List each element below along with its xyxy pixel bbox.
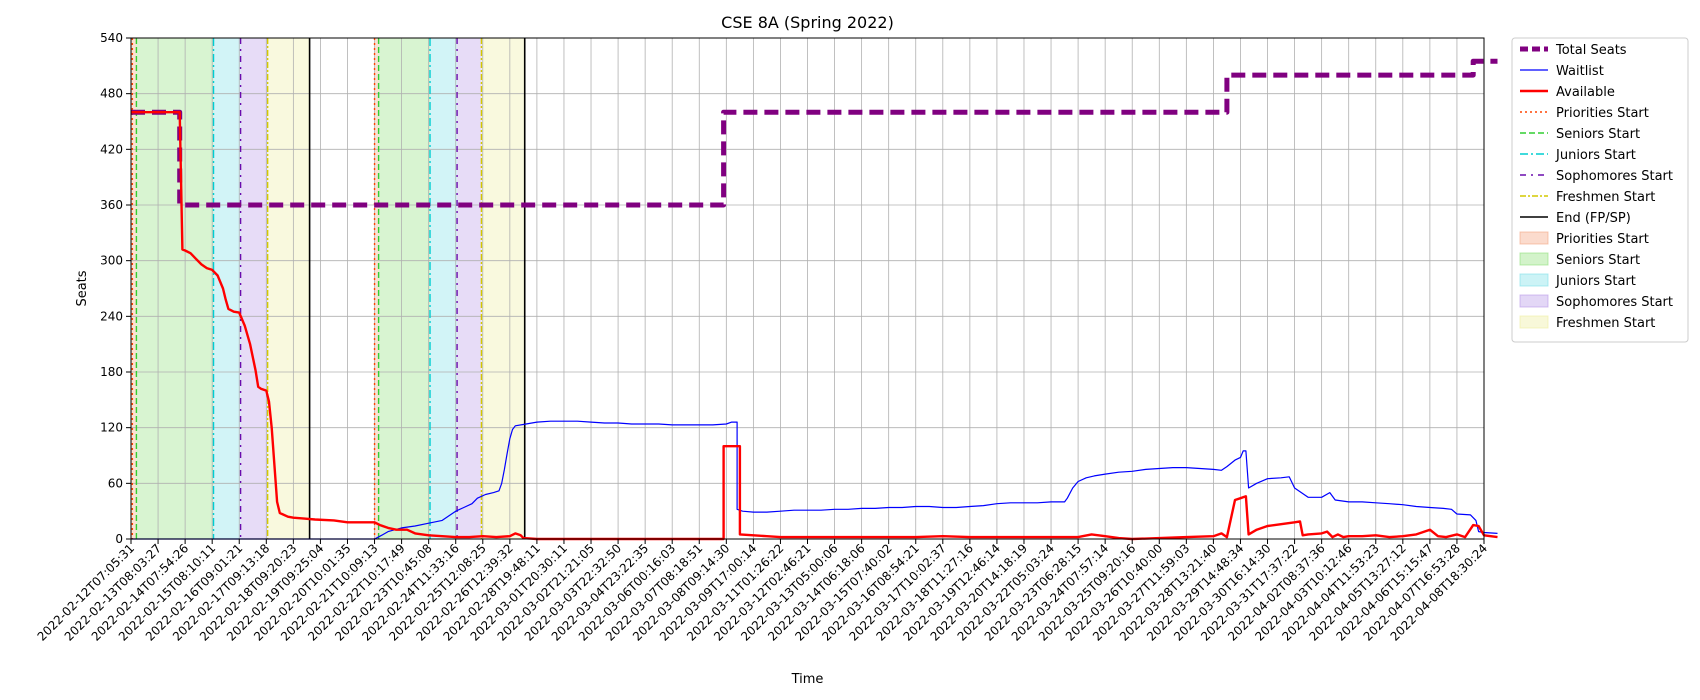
y-tick-label: 360 (100, 198, 123, 212)
shaded-region (481, 38, 525, 539)
shaded-region (457, 38, 482, 539)
vertical-marker-lines (131, 38, 526, 539)
y-tick-label: 120 (100, 421, 123, 435)
series-line (131, 420, 1498, 540)
legend-swatch (1519, 252, 1549, 266)
grid-lines (130, 37, 1485, 540)
legend-swatch (1519, 315, 1549, 329)
legend-label: Freshmen Start (1556, 316, 1655, 331)
y-tick-label: 180 (100, 365, 123, 379)
legend-swatch (1519, 231, 1549, 245)
legend-label: Seniors Start (1556, 127, 1640, 142)
shaded-region (213, 38, 241, 539)
shaded-region (430, 38, 458, 539)
y-axis-label: Seats (75, 270, 90, 306)
chart-title: CSE 8A (Spring 2022) (721, 13, 894, 32)
series-line (131, 110, 1498, 541)
shaded-region (374, 38, 379, 539)
legend-label: Waitlist (1556, 64, 1604, 79)
legend-label: Seniors Start (1556, 253, 1640, 268)
x-axis-ticks: 2022-02-12T07:05:312022-02-13T08:03:2720… (35, 539, 1490, 644)
y-tick-label: 300 (100, 254, 123, 268)
legend-label: Priorities Start (1556, 106, 1649, 121)
legend-label: End (FP/SP) (1556, 211, 1631, 226)
legend-swatch (1519, 294, 1549, 308)
series-line (131, 58, 1498, 208)
shaded-region (378, 38, 431, 539)
legend-label: Priorities Start (1556, 232, 1649, 247)
series-lines (131, 58, 1498, 541)
shaded-regions (131, 38, 525, 539)
shaded-region (240, 38, 268, 539)
y-tick-label: 240 (100, 309, 123, 323)
legend-label: Sophomores Start (1556, 295, 1673, 310)
y-tick-label: 540 (100, 31, 123, 45)
legend-label: Freshmen Start (1556, 190, 1655, 205)
shaded-region (136, 38, 214, 539)
y-tick-label: 420 (100, 142, 123, 156)
y-tick-label: 480 (100, 87, 123, 101)
legend-swatch (1519, 273, 1549, 287)
legend-label: Available (1556, 85, 1615, 100)
y-tick-label: 0 (115, 532, 123, 546)
legend-label: Juniors Start (1555, 148, 1636, 163)
legend-box (1511, 37, 1689, 343)
legend: Total Seats Waitlist Available Priorities S… (1511, 37, 1689, 343)
x-axis-label: Time (791, 672, 824, 687)
legend-label: Juniors Start (1555, 274, 1636, 289)
legend-label: Total Seats (1555, 43, 1627, 58)
y-axis-ticks: 0 60 120 180 240 300 360 420 480 540 (100, 31, 131, 546)
legend-label: Sophomores Start (1556, 169, 1673, 184)
shaded-region (131, 38, 137, 539)
y-tick-label: 60 (108, 476, 123, 490)
